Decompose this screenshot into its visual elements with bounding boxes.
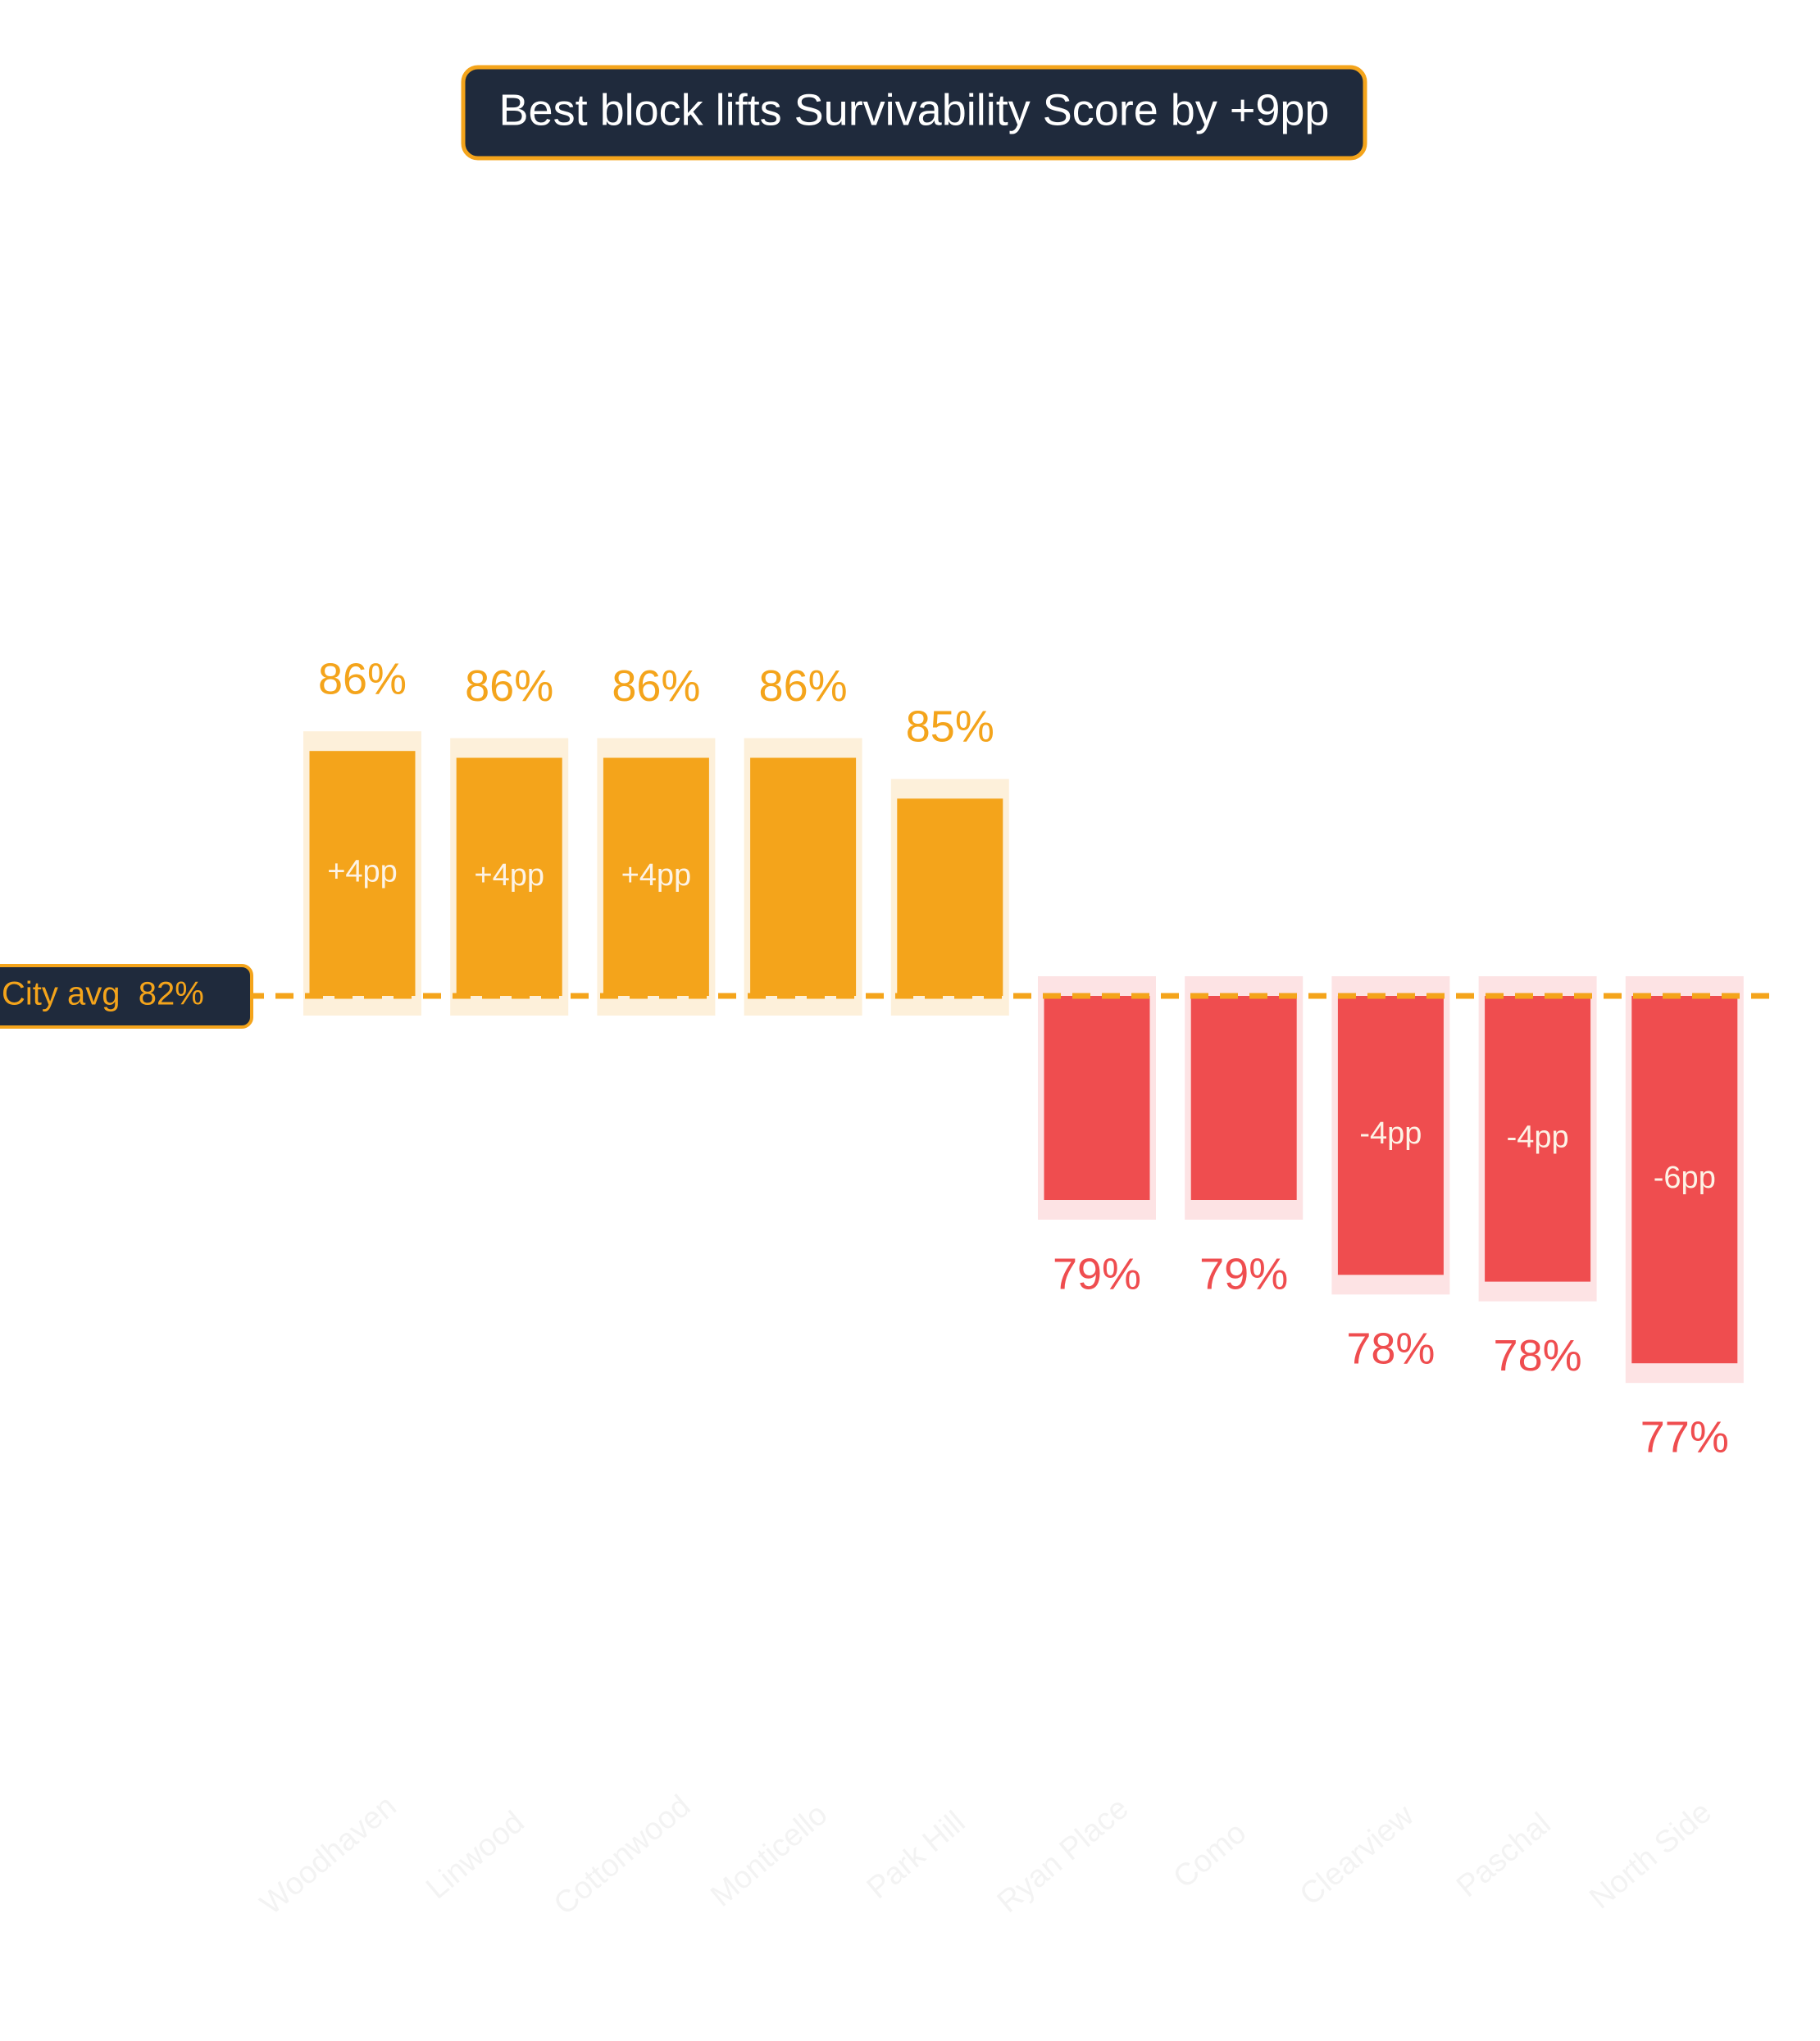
value-label: 86%	[318, 654, 407, 703]
value-label: 86%	[612, 661, 700, 711]
bar	[309, 751, 416, 996]
x-tick-label: Linwood	[420, 1805, 530, 1906]
delta-label: -4pp	[1507, 1120, 1569, 1154]
title-background	[461, 65, 1367, 161]
x-tick-label: Park Hill	[861, 1805, 971, 1906]
baseline-label: City avg 82%	[2, 976, 204, 1012]
value-label: 85%	[906, 702, 994, 752]
x-tick-label: Clearview	[1294, 1798, 1421, 1912]
baseline-badge	[0, 964, 253, 1029]
x-tick-label: North Side	[1583, 1795, 1718, 1916]
title-box: Best block lifts Survivability Score by …	[461, 65, 1367, 161]
bar	[1190, 996, 1297, 1200]
bar	[456, 757, 562, 996]
bar	[1485, 996, 1591, 1282]
x-tick-label: Woodhaven	[254, 1789, 403, 1921]
value-label: 79%	[1053, 1249, 1141, 1298]
bar	[750, 757, 857, 996]
bar	[1044, 996, 1150, 1200]
value-label: 78%	[1346, 1325, 1435, 1374]
bar	[1631, 996, 1738, 1364]
value-label: 86%	[465, 661, 553, 711]
delta-label: +4pp	[327, 855, 398, 889]
value-label: 86%	[759, 661, 848, 711]
delta-label: -6pp	[1654, 1161, 1716, 1195]
bar	[897, 798, 1003, 996]
delta-label: +4pp	[621, 858, 692, 893]
delta-label: +4pp	[474, 858, 544, 893]
chart-title: Best block lifts Survivability Score by …	[499, 85, 1330, 134]
bar	[1337, 996, 1444, 1275]
x-tick-label: Cottonwood	[548, 1789, 697, 1922]
delta-label: -4pp	[1359, 1116, 1422, 1151]
x-tick-label: Paschal	[1450, 1807, 1558, 1904]
bar	[603, 757, 709, 996]
value-label: 78%	[1494, 1331, 1582, 1380]
x-tick-label: Monticello	[704, 1797, 834, 1913]
x-tick-label: Como	[1167, 1816, 1254, 1895]
value-label: 79%	[1199, 1249, 1288, 1298]
value-label: 77%	[1640, 1412, 1729, 1461]
x-tick-label: Ryan Place	[991, 1791, 1135, 1920]
